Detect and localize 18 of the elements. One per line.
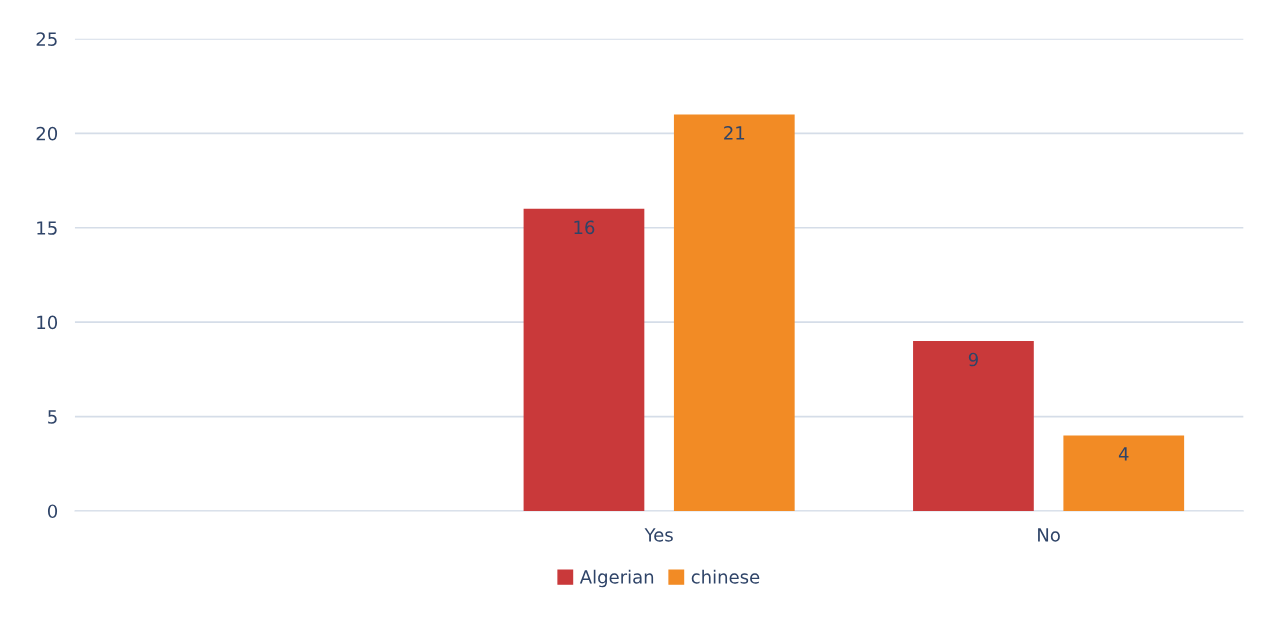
y-tick-label: 20: [36, 126, 58, 141]
data-label: 16: [574, 220, 595, 235]
x-tick-label: No: [1038, 528, 1060, 542]
legend-label: chinese: [691, 569, 760, 584]
bar: [673, 114, 795, 511]
data-label: 21: [724, 126, 745, 140]
y-tick-label: 15: [37, 221, 57, 235]
data-label: 4: [1118, 447, 1129, 461]
bar: [1063, 435, 1185, 511]
x-tick-label: Yes: [644, 528, 673, 542]
y-tick-label: 0: [47, 504, 58, 519]
bar: [913, 341, 1034, 511]
y-tick-label: 10: [37, 315, 58, 330]
data-label: 9: [968, 352, 978, 367]
y-tick-label: 25: [36, 32, 57, 46]
y-tick-label: 5: [48, 410, 57, 424]
bar: [523, 208, 645, 511]
legend-label: Algerian: [579, 569, 654, 588]
